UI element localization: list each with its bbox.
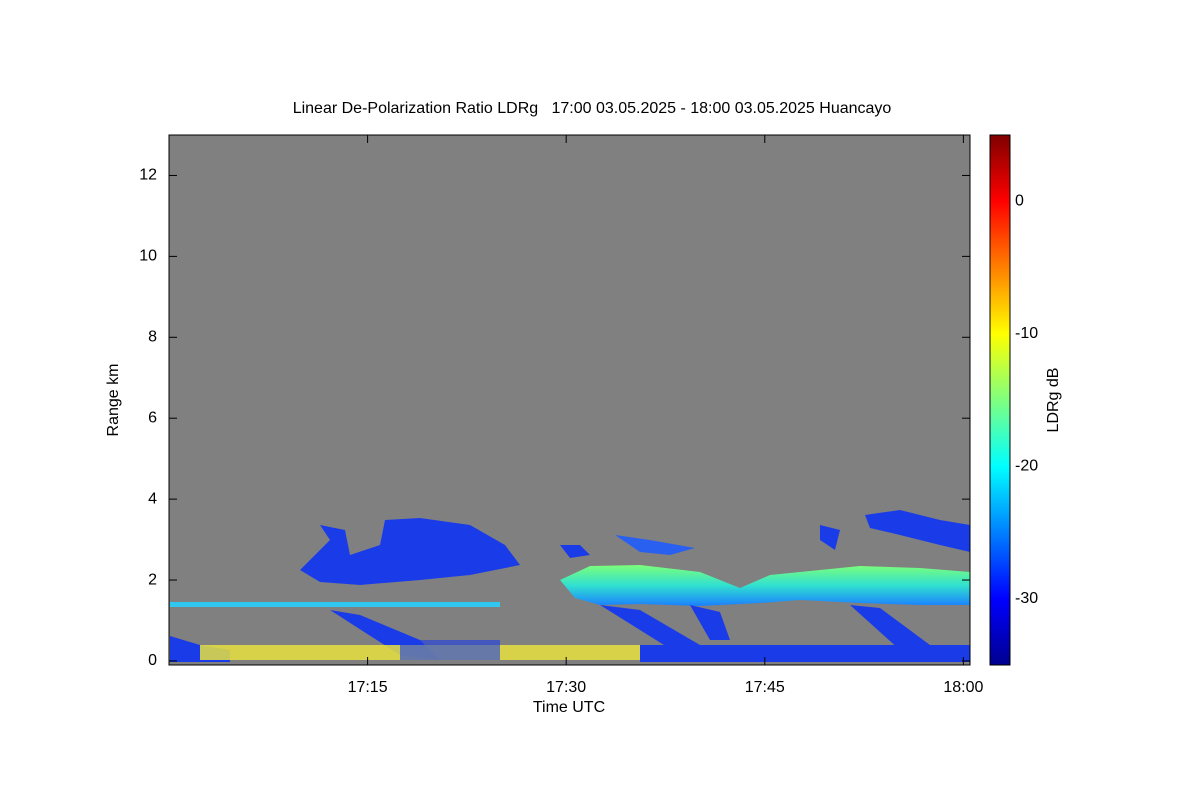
colorbar-tick-label: -20 bbox=[1015, 457, 1038, 474]
x-tick-label: 17:15 bbox=[348, 679, 388, 696]
aerosol-layer bbox=[170, 602, 500, 607]
cloud bbox=[615, 535, 695, 555]
cloud bbox=[865, 510, 970, 552]
colorbar-tick-label: 0 bbox=[1015, 192, 1024, 209]
fall-streak bbox=[850, 605, 930, 650]
axes: 17:15 17:30 17:45 18:00 0 2 4 6 8 10 12 0 -10 -20 -30 bbox=[139, 135, 1038, 696]
fall-streak bbox=[690, 605, 730, 640]
surface-layer bbox=[640, 645, 970, 662]
y-tick-label: 2 bbox=[148, 571, 157, 588]
colorbar-label: LDRg dB bbox=[1045, 368, 1062, 433]
y-tick-label: 10 bbox=[139, 248, 157, 265]
x-tick-label: 18:00 bbox=[943, 679, 983, 696]
surface-layer bbox=[400, 640, 500, 660]
cloud bbox=[300, 518, 520, 585]
y-axis-label: Range km bbox=[105, 364, 122, 437]
cloud bbox=[560, 545, 590, 558]
colorbar-tick-label: -30 bbox=[1015, 590, 1038, 607]
y-tick-label: 12 bbox=[139, 167, 157, 184]
chart-title: Linear De-Polarization Ratio LDRg 17:00 … bbox=[293, 100, 892, 117]
cloud-layer bbox=[560, 565, 970, 606]
colorbar bbox=[989, 134, 1011, 666]
y-tick-label: 4 bbox=[148, 490, 157, 507]
cloud bbox=[820, 525, 840, 550]
ldr-field bbox=[170, 510, 970, 662]
fall-streak bbox=[600, 605, 720, 655]
x-tick-label: 17:30 bbox=[546, 679, 586, 696]
x-axis-label: Time UTC bbox=[533, 699, 605, 716]
x-tick-label: 17:45 bbox=[745, 679, 785, 696]
y-tick-label: 6 bbox=[148, 409, 157, 426]
y-tick-label: 8 bbox=[148, 329, 157, 346]
y-tick-label: 0 bbox=[148, 652, 157, 669]
colorbar-tick-label: -10 bbox=[1015, 325, 1038, 342]
plot-frame bbox=[168, 134, 971, 666]
